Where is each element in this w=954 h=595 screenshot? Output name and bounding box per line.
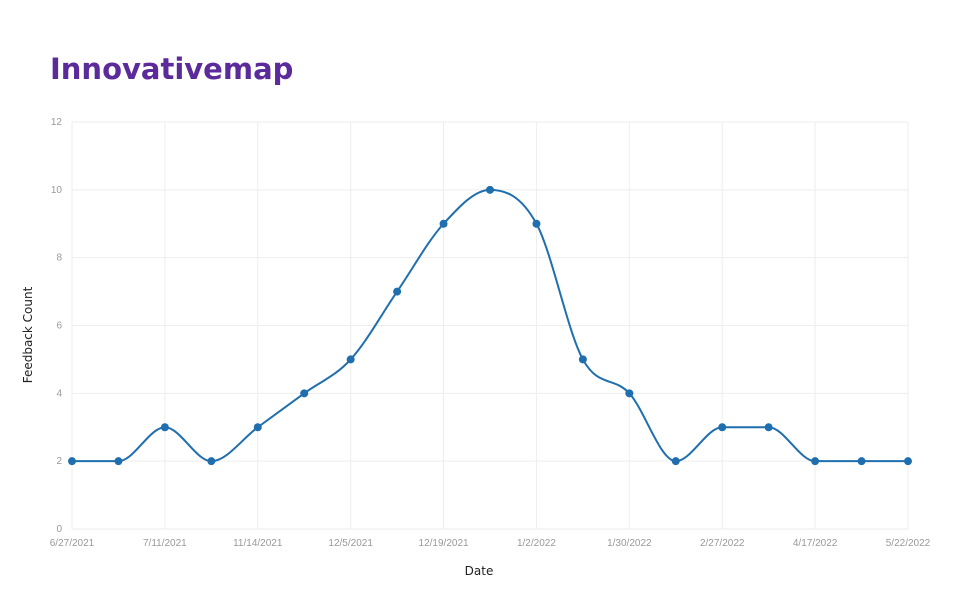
y-tick-label: 10 xyxy=(51,185,63,196)
data-point xyxy=(393,287,402,296)
y-tick-label: 6 xyxy=(56,321,62,332)
y-axis-title: Feedback Count xyxy=(21,286,35,383)
data-point xyxy=(764,423,773,432)
data-point xyxy=(160,423,169,432)
y-tick-label: 8 xyxy=(56,253,62,264)
data-point xyxy=(578,355,587,364)
data-point xyxy=(68,457,76,466)
data-points xyxy=(68,185,912,466)
data-point xyxy=(904,457,912,466)
data-point xyxy=(346,355,355,364)
chart-title: Innovativemap xyxy=(50,52,294,86)
data-point xyxy=(532,219,541,228)
y-tick-label: 12 xyxy=(51,117,63,128)
data-point xyxy=(811,457,820,466)
x-tick-label: 12/5/2021 xyxy=(328,538,373,549)
data-point xyxy=(439,219,448,228)
data-point xyxy=(625,389,634,398)
x-tick-label: 7/11/2021 xyxy=(143,538,187,549)
x-tick-label: 4/17/2022 xyxy=(793,538,838,549)
data-point xyxy=(114,457,123,466)
data-point xyxy=(300,389,309,398)
y-tick-label: 0 xyxy=(56,524,62,535)
data-point xyxy=(671,457,680,466)
x-tick-label: 1/30/2022 xyxy=(607,538,652,549)
data-point xyxy=(486,185,494,194)
x-tick-label: 6/27/2021 xyxy=(50,538,95,549)
x-tick-label: 2/27/2022 xyxy=(700,538,745,549)
data-point xyxy=(253,423,262,432)
y-tick-label: 2 xyxy=(56,456,62,467)
x-axis-ticks: 6/27/2021 7/11/2021 11/14/2021 12/5/2021 12/… xyxy=(50,538,931,549)
x-axis-title: Date xyxy=(465,564,494,578)
y-axis-ticks: 0 2 4 6 8 10 12 xyxy=(51,117,63,535)
x-tick-label: 12/19/2021 xyxy=(419,538,469,549)
grid xyxy=(71,121,909,530)
y-tick-label: 4 xyxy=(56,388,62,399)
x-tick-label: 5/22/2022 xyxy=(886,538,931,549)
data-point xyxy=(857,457,866,466)
x-tick-label: 1/2/2022 xyxy=(517,538,556,549)
data-point xyxy=(718,423,727,432)
data-point xyxy=(207,457,216,466)
x-tick-label: 11/14/2021 xyxy=(233,538,283,549)
